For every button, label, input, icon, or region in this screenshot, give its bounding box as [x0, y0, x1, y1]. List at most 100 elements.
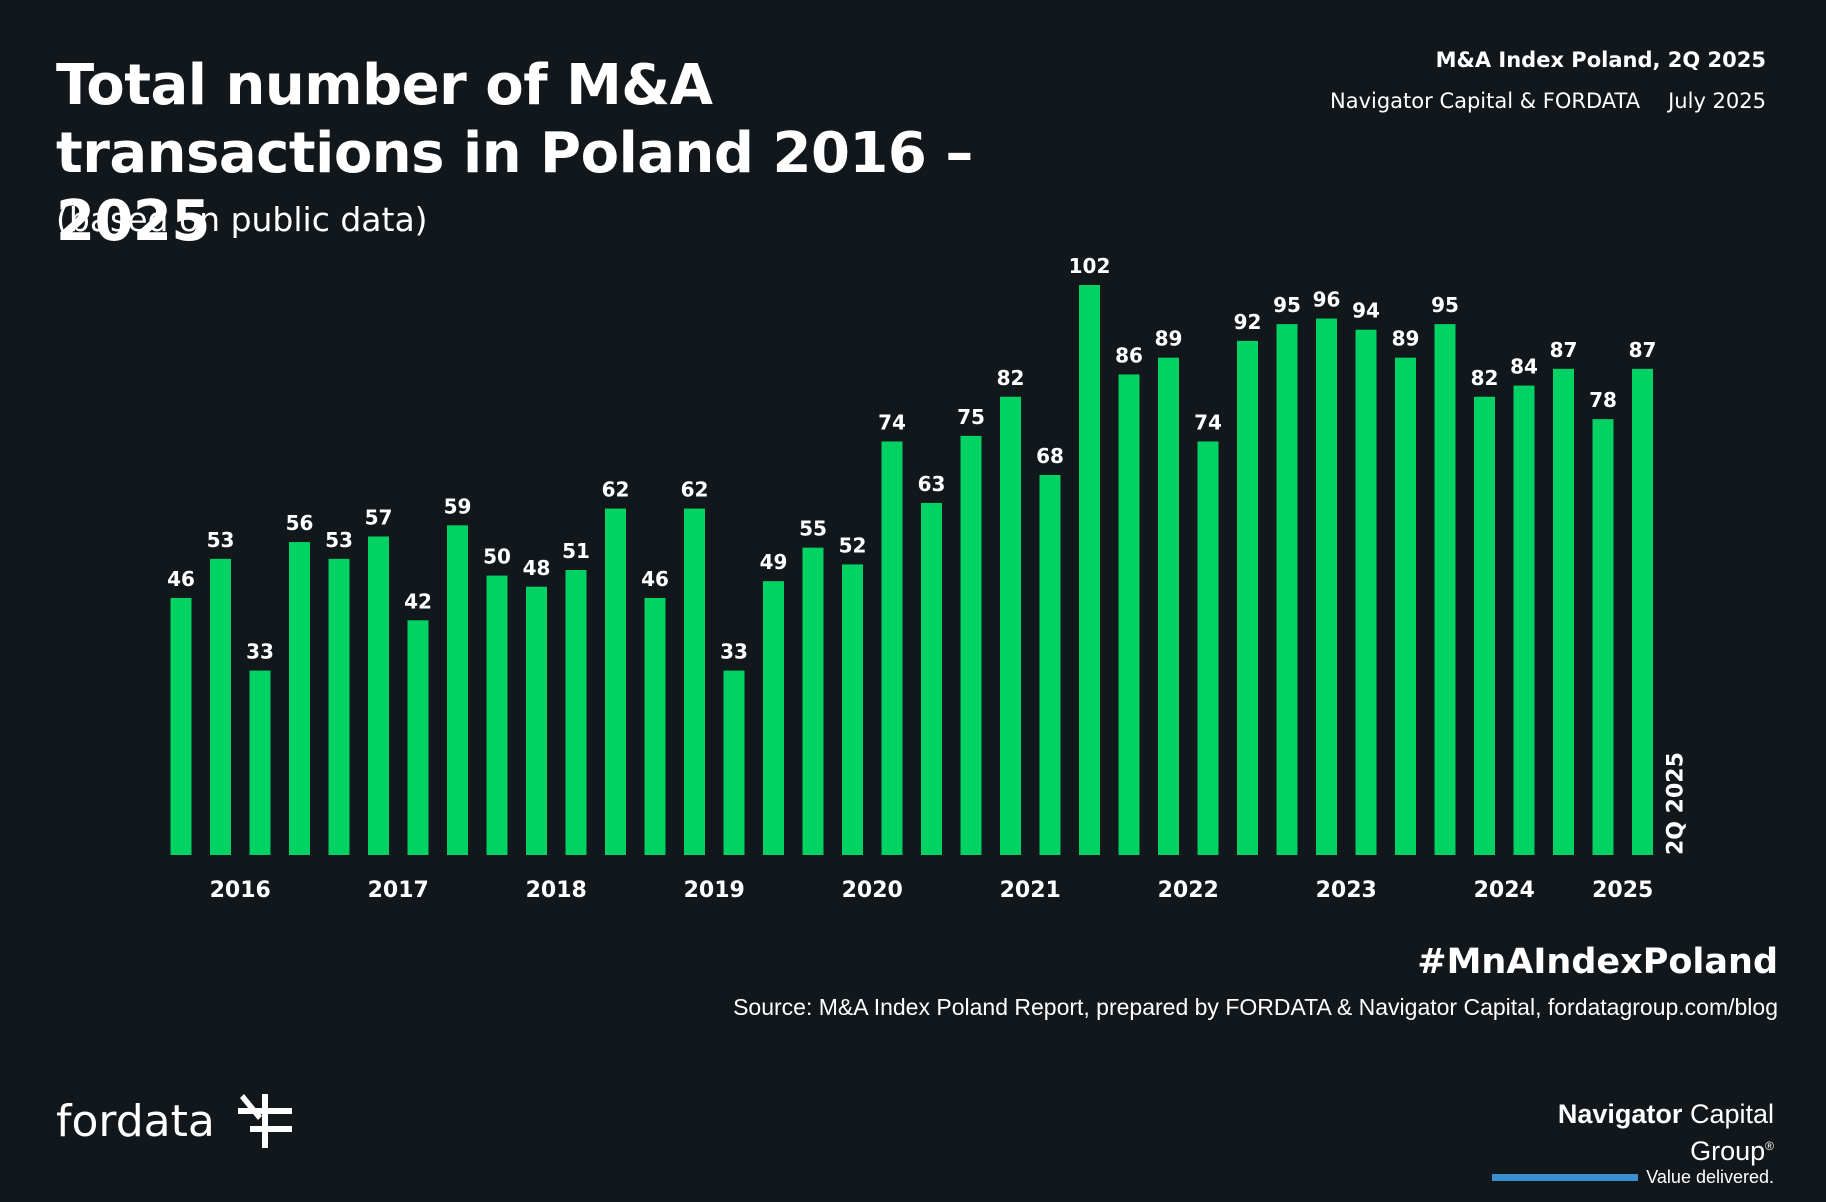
data-label: 96: [1313, 288, 1341, 312]
bar: [565, 570, 587, 855]
x-tick-label: 2022: [1158, 878, 1219, 903]
bar: [289, 542, 310, 855]
data-label: 78: [1589, 388, 1617, 412]
data-label: 59: [444, 494, 472, 518]
bar: [1434, 324, 1456, 855]
bar: [368, 536, 389, 855]
data-label: 62: [602, 478, 630, 502]
chart-subtitle: (based on public data): [56, 200, 428, 239]
bar: [881, 441, 903, 855]
x-tick-label: 2024: [1474, 878, 1535, 903]
report-name: M&A Index Poland, 2Q 2025: [1435, 48, 1766, 72]
x-tick-label: 2018: [526, 878, 587, 903]
bar: [1355, 329, 1377, 855]
bar: [526, 586, 547, 855]
bar: [1237, 340, 1258, 856]
x-tick-label: 2020: [842, 878, 903, 903]
data-label: 74: [1194, 410, 1222, 434]
x-tick-label: 2016: [210, 878, 271, 903]
fordata-logo: fordata: [56, 1092, 294, 1154]
data-label: 87: [1550, 338, 1578, 362]
data-label: 50: [483, 545, 511, 569]
data-label: 33: [246, 640, 274, 664]
hashtag: #MnAIndexPoland: [1417, 942, 1778, 982]
bar: [605, 508, 626, 855]
data-label: 75: [957, 405, 985, 429]
data-label: 53: [207, 528, 235, 552]
bar: [842, 564, 863, 855]
navigator-accent-bar: [1492, 1174, 1639, 1181]
bar: [723, 670, 745, 855]
data-label: 82: [997, 366, 1025, 390]
bar: [249, 670, 271, 855]
bar: [210, 558, 231, 855]
bar: [1474, 396, 1495, 855]
x-tick-label: 2025: [1592, 878, 1653, 903]
data-label: 56: [286, 511, 314, 535]
bar: [1276, 324, 1298, 855]
x-tick-label: 2023: [1316, 878, 1377, 903]
data-label: 82: [1471, 366, 1499, 390]
data-label: 52: [839, 533, 867, 557]
data-label: 63: [918, 472, 946, 496]
x-tick-label: 2021: [1000, 878, 1061, 903]
bar: [960, 435, 982, 855]
data-label: 46: [167, 567, 195, 591]
bar: [1553, 368, 1574, 855]
data-label: 92: [1234, 310, 1262, 334]
data-label: 49: [760, 550, 788, 574]
data-label: 89: [1155, 327, 1183, 351]
source-note: Source: M&A Index Poland Report, prepare…: [733, 994, 1778, 1020]
data-label: 48: [523, 556, 551, 580]
data-label: 68: [1036, 444, 1064, 468]
data-label: 51: [562, 539, 590, 563]
data-label: 74: [878, 410, 906, 434]
bar: [1316, 318, 1337, 855]
bar: [447, 525, 468, 855]
data-label: 84: [1510, 355, 1538, 379]
navigator-logo: Navigator Capital Group® Value delivered…: [1474, 1098, 1774, 1188]
registered-mark: ®: [1765, 1139, 1774, 1153]
bar: [1079, 285, 1100, 855]
data-label: 42: [404, 589, 432, 613]
navigator-tagline: Value delivered.: [1646, 1167, 1774, 1187]
bar: [486, 575, 508, 855]
bar: [763, 581, 784, 855]
data-label: 55: [799, 517, 827, 541]
bar: [1632, 368, 1653, 855]
data-label: 94: [1352, 299, 1380, 323]
fordata-logo-text: fordata: [56, 1095, 215, 1147]
bar: [1000, 396, 1021, 855]
data-label: 57: [365, 505, 393, 529]
navigator-logo-bold: Navigator: [1557, 1099, 1683, 1129]
bar-chart: 46 53 33 56 53 57 42 59 50 48 51 62 46 62 33 49 55 52 74 63…: [167, 254, 1689, 903]
period-annotation: 2Q 2025: [1664, 752, 1689, 855]
bar: [170, 597, 192, 855]
x-tick-label: 2017: [368, 878, 429, 903]
x-tick-label: 2019: [684, 878, 745, 903]
data-label: 87: [1629, 338, 1657, 362]
bar: [1395, 357, 1416, 855]
data-label: 62: [681, 478, 709, 502]
fordata-mark-icon: [237, 1094, 292, 1148]
data-label: 33: [720, 640, 748, 664]
navigator-logo-name: Navigator Capital Group®: [1474, 1098, 1774, 1167]
report-date: July 2025: [1668, 89, 1766, 113]
navigator-logo-light: Capital Group: [1689, 1099, 1774, 1166]
data-label: 46: [641, 567, 669, 591]
data-label: 95: [1273, 293, 1301, 317]
bar: [921, 502, 942, 855]
data-label: 86: [1115, 343, 1143, 367]
data-label: 53: [325, 528, 353, 552]
bar: [1118, 374, 1140, 855]
data-label: 102: [1069, 254, 1111, 278]
report-authors: Navigator Capital & FORDATA: [1330, 89, 1641, 113]
data-label: 89: [1392, 327, 1420, 351]
bar: [1592, 419, 1614, 855]
data-label: 95: [1431, 293, 1459, 317]
bar: [1039, 475, 1061, 855]
report-meta: M&A Index Poland, 2Q 2025 Navigator Capi…: [1330, 40, 1766, 122]
bar: [328, 558, 350, 855]
bar: [802, 547, 824, 855]
bar: [1158, 357, 1179, 855]
